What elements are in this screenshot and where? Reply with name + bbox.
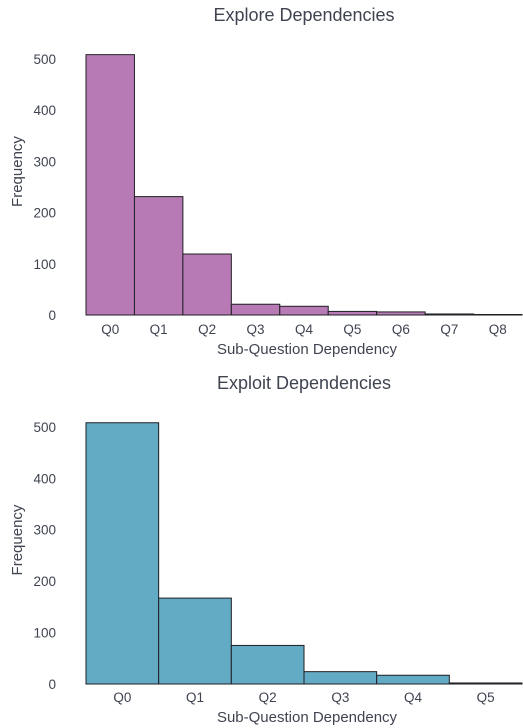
bar-q4 [376,674,450,685]
x-tick-label: Q0 [113,690,131,705]
x-axis-label: Sub-Question Dependency [217,709,398,726]
y-tick-label: 300 [33,523,56,538]
x-tick-label: Q5 [343,322,361,337]
chart-panel-1: Exploit Dependencies 0 100 200 300 400 500 Q0 Q1… [9,373,523,726]
x-tick-label: Q3 [247,322,265,337]
x-tick-label: Q4 [404,690,423,705]
bar-q8 [473,313,523,316]
x-tick-label: Q0 [101,322,119,337]
y-tick-label: 0 [48,677,56,692]
bar-q0 [85,422,160,685]
bar-q6 [376,311,426,316]
bar-q0 [85,54,135,316]
y-tick-label: 200 [33,206,56,221]
y-tick-label: 300 [33,154,56,169]
x-tick-label: Q8 [489,322,507,337]
x-tick-label: Q1 [150,322,168,337]
x-tick-label: Q5 [477,690,495,705]
bar-q4 [279,305,329,316]
y-axis-label: Frequency [9,136,26,207]
bar-q7 [424,313,475,316]
x-tick-label: Q2 [259,690,277,705]
x-tick-label: Q1 [186,690,204,705]
bar-q3 [303,671,378,685]
bar-q2 [182,253,232,316]
y-tick-label: 400 [33,103,56,118]
x-axis-label: Sub-Question Dependency [217,341,398,358]
y-tick-label: 400 [33,471,56,486]
x-tick-label: Q3 [331,690,349,705]
y-tick-label: 200 [33,574,56,589]
x-tick-label: Q4 [295,322,314,337]
bar-q1 [133,196,184,316]
y-axis-label: Frequency [9,504,26,575]
y-tick-label: 500 [33,52,56,67]
chart-panel-0: Explore Dependencies 0 100 200 300 400 500 Q0 Q1… [9,5,523,358]
y-tick-label: 500 [33,420,56,435]
bar-q2 [230,644,305,685]
bar-q3 [230,303,281,316]
y-tick-label: 100 [33,626,56,641]
chart-title: Explore Dependencies [213,5,394,25]
chart-title: Exploit Dependencies [217,373,391,393]
bar-q5 [448,682,523,685]
x-tick-label: Q2 [198,322,216,337]
bar-q5 [327,310,378,316]
y-tick-label: 0 [48,308,56,323]
y-tick-label: 100 [33,257,56,272]
x-tick-label: Q7 [440,322,458,337]
bar-q1 [158,597,232,685]
x-tick-label: Q6 [392,322,410,337]
